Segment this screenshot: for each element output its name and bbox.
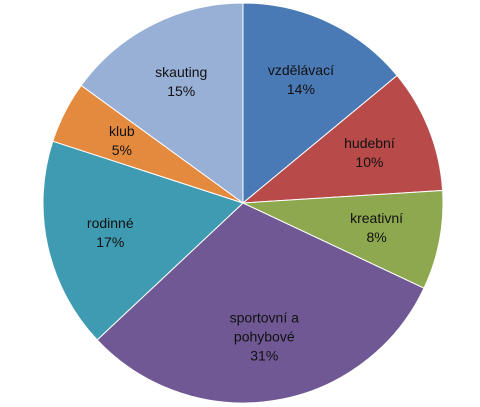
value-label: 10% [355,153,384,170]
category-label: vzdělávací [267,61,334,78]
value-label: 31% [250,347,279,364]
category-label: kreativní [350,210,404,227]
value-label: 15% [167,82,196,99]
category-label: rodinné [86,214,134,231]
slice-label: sportovní a pohybové 31% [209,309,319,366]
pie-slice [42,140,244,341]
pie-slice [96,202,425,404]
category-label: skauting [155,63,208,80]
pie-slice [80,2,244,204]
slice-label: klub 5% [67,122,177,160]
category-label: sportovní a pohybové [229,309,299,345]
slice-label: vzdělávací 14% [246,61,356,99]
pie-slice [241,74,444,204]
slice-label: hudební 10% [314,134,424,172]
pie-slice [242,2,398,205]
pie-slice [242,189,444,289]
value-label: 8% [366,229,387,246]
value-label: 5% [111,142,132,159]
slice-label: skauting 15% [126,63,236,101]
category-label: hudební [344,134,395,151]
category-label: klub [108,123,135,140]
value-label: 14% [286,80,315,97]
slice-label: kreativní 8% [322,209,432,247]
value-label: 17% [96,233,125,250]
slice-label: rodinné 17% [55,214,165,252]
